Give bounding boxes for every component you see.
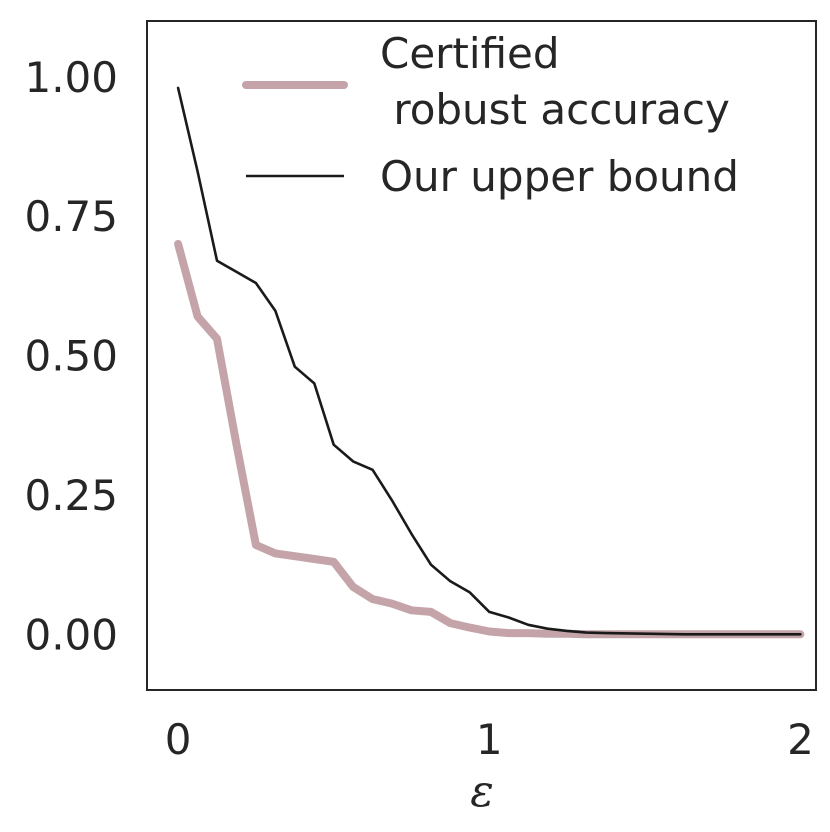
series-line-certified <box>174 240 805 639</box>
series-layer <box>174 86 805 639</box>
x-tick-labels: 0 1 2 <box>165 715 814 764</box>
x-axis-label: ε <box>470 766 494 817</box>
plot-frame <box>146 20 817 691</box>
legend: Certified robust accuracy Our upper boun… <box>242 29 739 201</box>
y-tick-label: 1.00 <box>24 53 118 102</box>
x-tick-label: 2 <box>787 715 814 764</box>
y-tick-labels: 0.00 0.25 0.50 0.75 1.00 <box>24 53 118 660</box>
y-tick-label: 0.75 <box>24 192 118 241</box>
legend-label-certified: Certified robust accuracy <box>380 29 730 134</box>
y-tick-label: 0.50 <box>24 332 118 381</box>
x-tick-label: 0 <box>165 715 192 764</box>
legend-label-upper-bound: Our upper bound <box>380 152 739 201</box>
y-tick-label: 0.25 <box>24 471 118 520</box>
x-tick-label: 1 <box>476 715 503 764</box>
legend-label-line: robust accuracy <box>380 85 730 134</box>
y-tick-label: 0.00 <box>24 610 118 659</box>
legend-label-line: Certified <box>380 29 560 78</box>
series-line-upper-bound <box>176 86 802 636</box>
